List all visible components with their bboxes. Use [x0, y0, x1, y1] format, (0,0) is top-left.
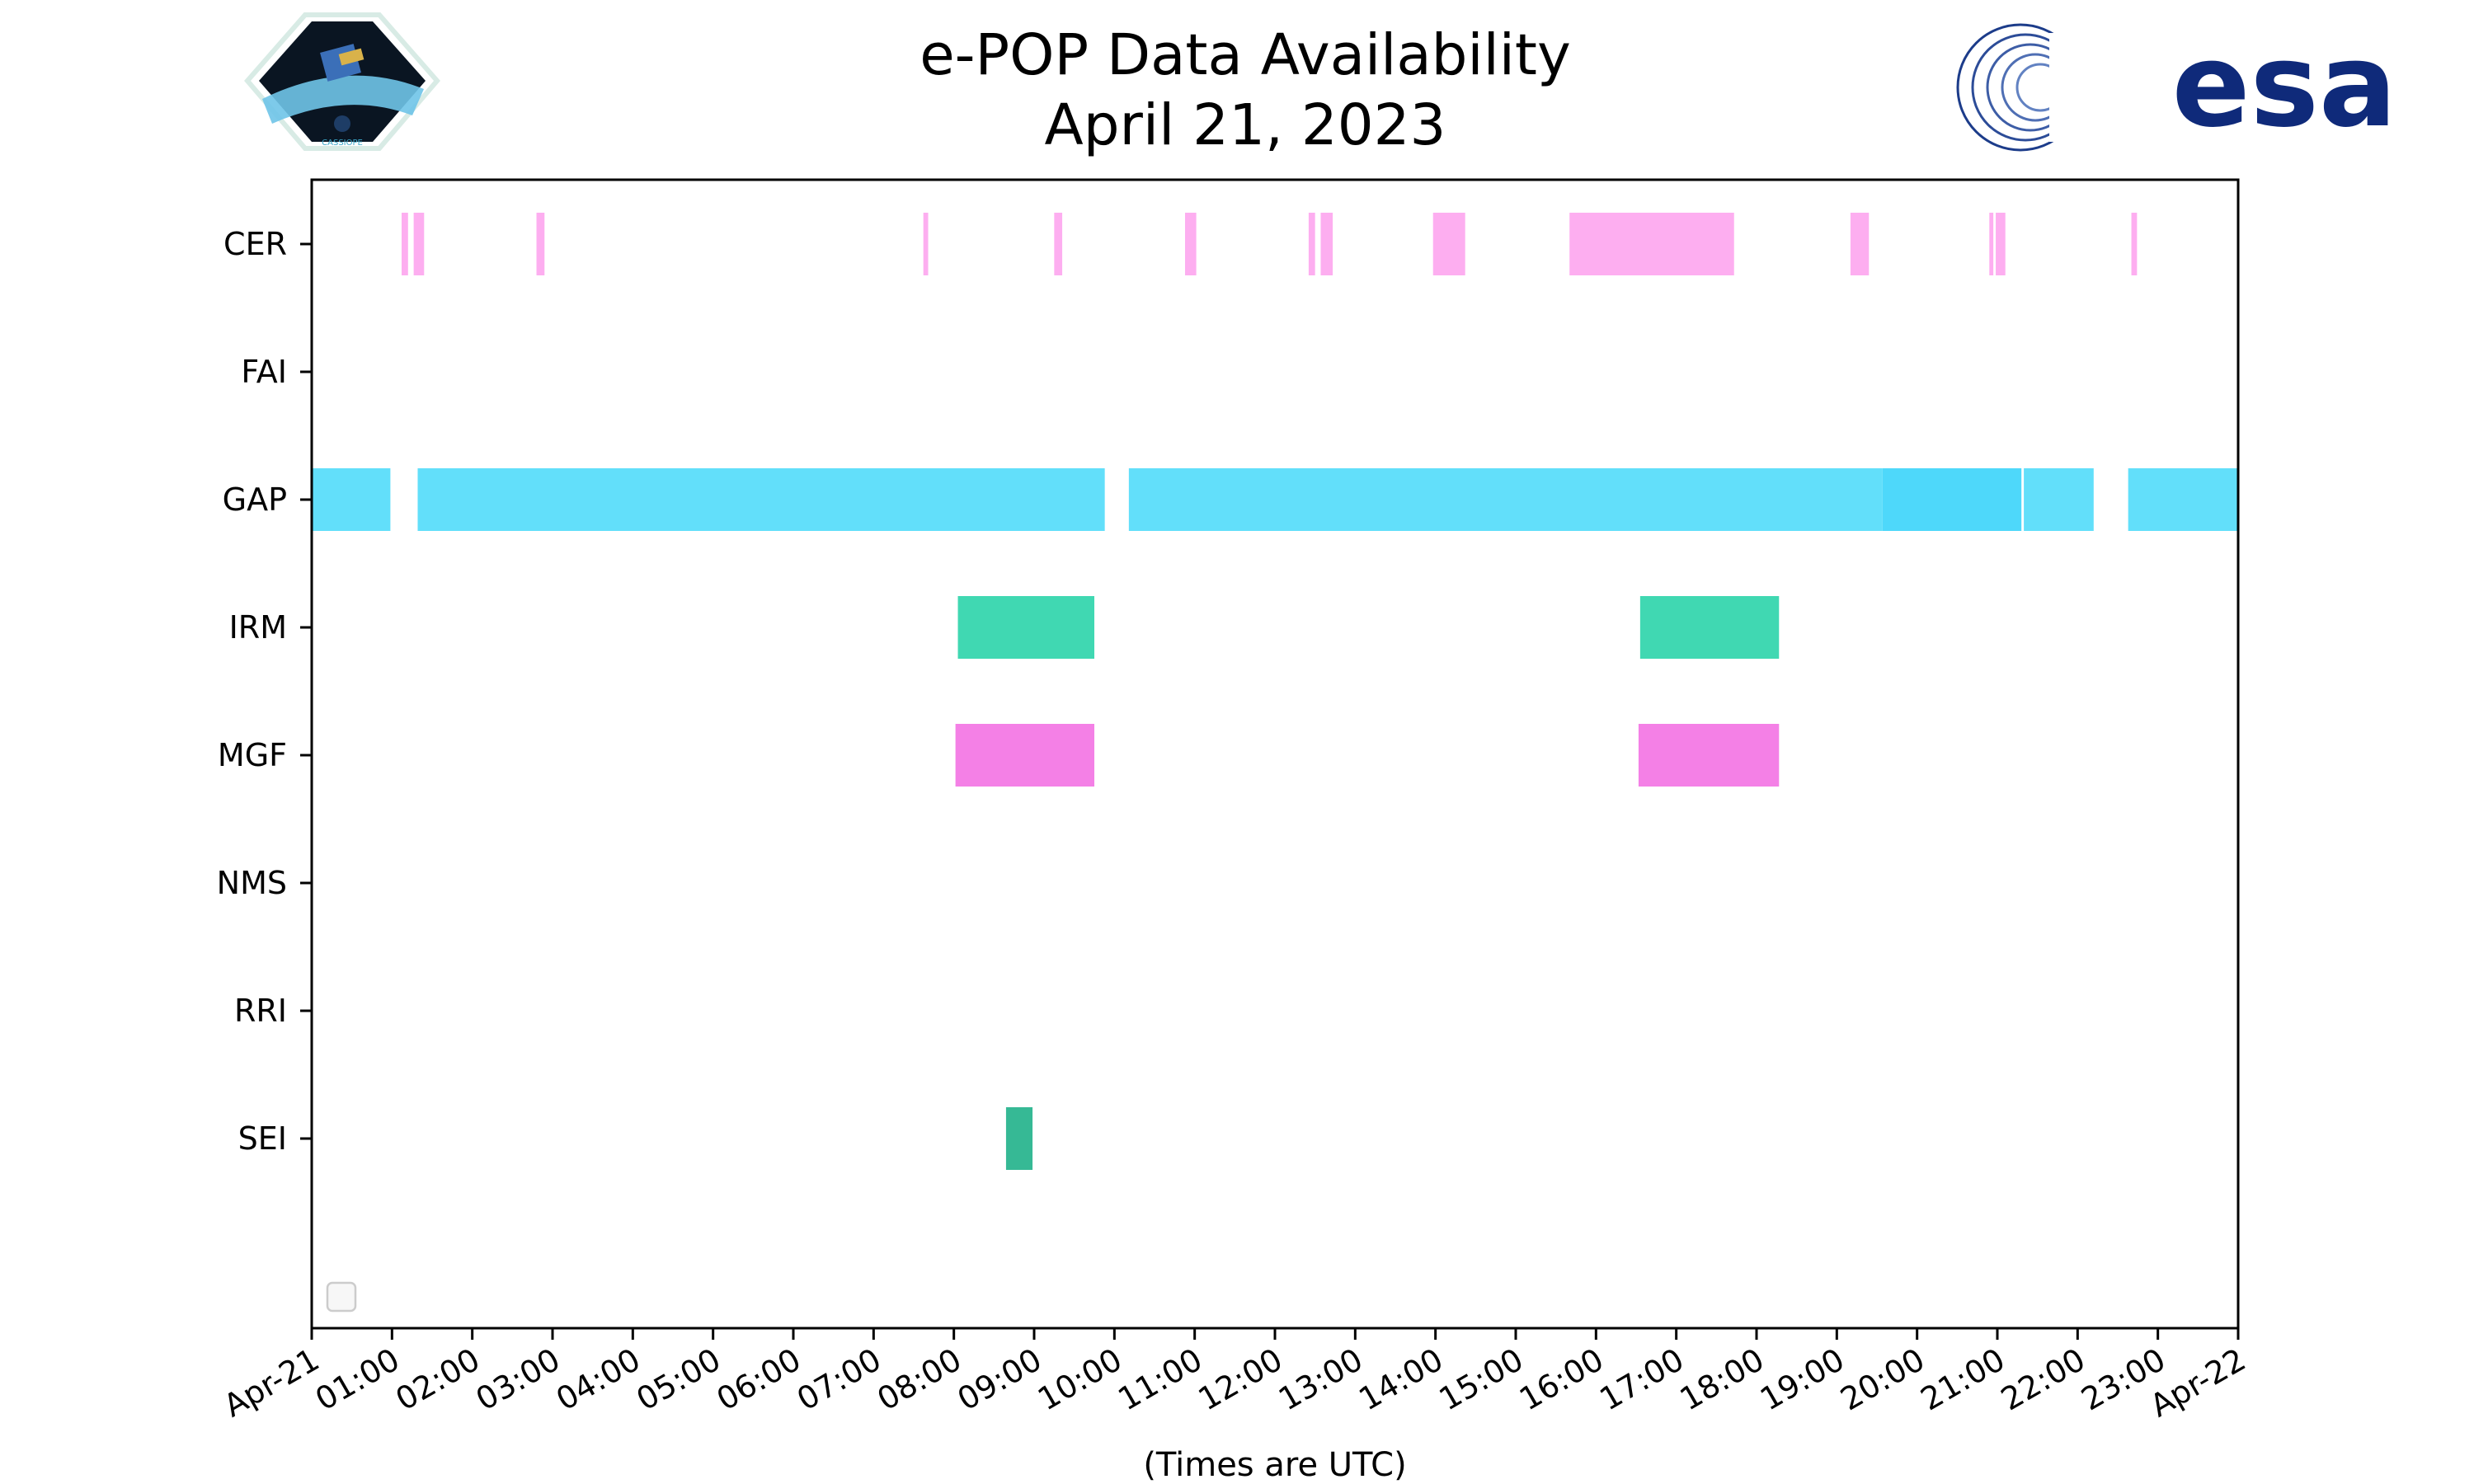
y-tick-label-mgf: MGF [218, 737, 287, 773]
x-tick-label-3: 03:00 [470, 1341, 567, 1418]
chart-title-line2: April 21, 2023 [1045, 92, 1446, 158]
bar-irm-4-1 [1639, 596, 1780, 659]
bar-cer-0-10 [1850, 213, 1870, 275]
bar-cer-0-8 [1432, 213, 1465, 275]
earth-limb-icon [262, 75, 424, 124]
x-tick-label-8: 08:00 [871, 1341, 967, 1418]
cassiope-label: CASSIOPE [322, 139, 363, 148]
bar-gap-2-2 [1128, 468, 1883, 531]
esa-logo: esa [1956, 19, 2397, 153]
bar-cer-0-9 [1569, 213, 1734, 275]
x-tick-label-7: 07:00 [791, 1341, 887, 1418]
chart-title-line1: e-POP Data Availability [920, 22, 1571, 88]
x-tick-label-5: 05:00 [630, 1341, 727, 1418]
x-axis-label: (Times are UTC) [1143, 1446, 1406, 1484]
x-tick-label-16: 16:00 [1513, 1341, 1610, 1418]
cassiope-logo: CASSIOPE [244, 12, 440, 151]
bar-cer-0-7 [1320, 213, 1333, 275]
y-tick-label-irm: IRM [229, 609, 287, 646]
bar-cer-0-1 [413, 213, 425, 275]
bar-cer-0-11 [1989, 213, 1994, 275]
x-tick-label-11: 11:00 [1112, 1341, 1208, 1418]
legend-box [326, 1281, 357, 1313]
bar-cer-0-3 [923, 213, 929, 275]
y-tick-label-sei: SEI [238, 1120, 287, 1157]
y-tick-label-gap: GAP [223, 481, 287, 518]
x-tick-label-1: 01:00 [309, 1341, 406, 1418]
bar-gap-2-4 [2128, 468, 2238, 531]
x-tick-label-14: 14:00 [1352, 1341, 1449, 1418]
x-tick-label-18: 18:00 [1674, 1341, 1771, 1418]
y-tick-label-cer: CER [223, 226, 287, 262]
bar-cer-0-2 [536, 213, 545, 275]
x-tick-label-0: Apr-21 [218, 1341, 326, 1425]
x-tick-label-13: 13:00 [1272, 1341, 1369, 1418]
bars-layer [312, 213, 2238, 1170]
bar-cer-0-5 [1184, 213, 1197, 275]
x-tick-label-21: 21:00 [1915, 1341, 2011, 1418]
bar-cer-0-0 [402, 213, 408, 275]
emblem-icon [334, 115, 350, 132]
esa-swirl-icon [1956, 23, 2115, 152]
bar-cer-0-4 [1054, 213, 1063, 275]
bar-cer-0-6 [1308, 213, 1315, 275]
y-tick-label-rri: RRI [234, 993, 287, 1029]
x-tick-label-22: 22:00 [1995, 1341, 2091, 1418]
x-tick-label-10: 10:00 [1032, 1341, 1128, 1418]
x-tick-label-4: 04:00 [550, 1341, 647, 1418]
bar-cer-0-13 [2131, 213, 2138, 275]
esa-wordmark: esa [2172, 19, 2397, 153]
x-tick-label-19: 19:00 [1754, 1341, 1851, 1418]
x-tick-label-6: 06:00 [711, 1341, 807, 1418]
bar-gap-3-0 [1882, 468, 2022, 531]
x-tick-label-20: 20:00 [1834, 1341, 1931, 1418]
bar-gap-2-1 [417, 468, 1105, 531]
bar-cer-0-12 [1996, 213, 2006, 275]
plot-area [312, 180, 2238, 1328]
y-tick-label-fai: FAI [241, 354, 287, 390]
bar-sei-8-0 [1005, 1107, 1033, 1170]
x-tick-label-9: 09:00 [952, 1341, 1048, 1418]
bar-mgf-5-1 [1638, 724, 1780, 787]
bar-irm-4-0 [957, 596, 1094, 659]
bar-gap-2-3 [2024, 468, 2094, 531]
x-tick-label-17: 17:00 [1593, 1341, 1690, 1418]
y-axis: CER FAI GAP IRM MGF NMS RRI SEI [217, 226, 312, 1157]
x-tick-label-15: 15:00 [1433, 1341, 1530, 1418]
x-axis: Apr-2101:0002:0003:0004:0005:0006:0007:0… [218, 1328, 2252, 1424]
x-tick-label-2: 02:00 [389, 1341, 486, 1418]
bar-gap-2-0 [312, 468, 391, 531]
y-tick-label-nms: NMS [217, 865, 287, 901]
x-tick-label-12: 12:00 [1192, 1341, 1289, 1418]
bar-mgf-5-0 [955, 724, 1094, 787]
